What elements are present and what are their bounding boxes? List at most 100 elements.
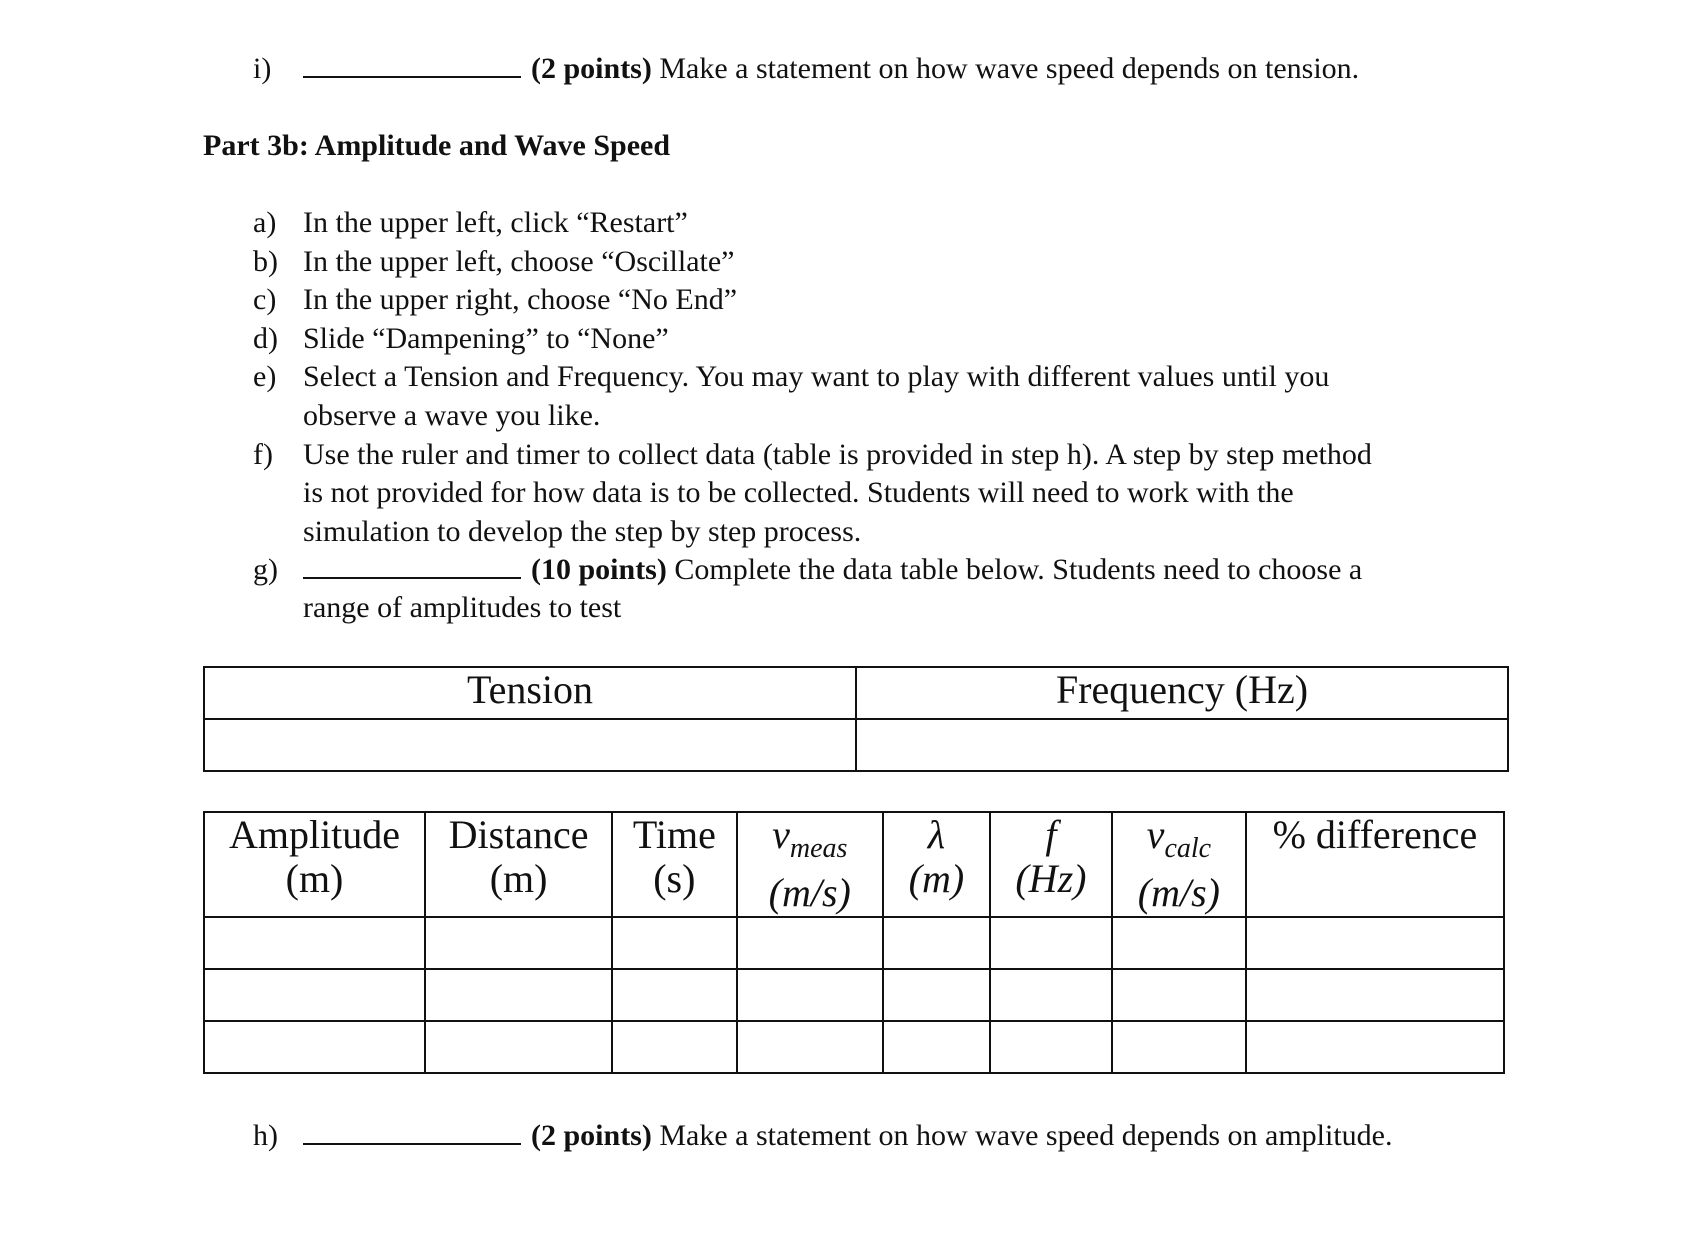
step-text: observe a wave you like.	[303, 399, 601, 432]
step-label: c)	[253, 283, 277, 317]
data-cell[interactable]	[881, 1020, 991, 1074]
data-cell[interactable]	[1110, 1020, 1247, 1074]
data-cell[interactable]	[881, 968, 991, 1022]
column-header: λ (m)	[881, 811, 991, 918]
step-text: Use the ruler and timer to collect data …	[303, 437, 1372, 471]
header-label: Distance	[448, 812, 589, 857]
step-label: e)	[253, 360, 277, 394]
table-row	[202, 916, 1506, 970]
data-cell[interactable]	[735, 916, 884, 970]
header-label: f	[1045, 812, 1057, 857]
data-cell[interactable]	[735, 968, 884, 1022]
header-label: Amplitude	[228, 812, 401, 857]
points: (10 points)	[531, 553, 667, 586]
header-label: Time	[632, 812, 716, 857]
data-cell[interactable]	[202, 1020, 427, 1074]
header-unit: (m/s)	[1137, 870, 1220, 915]
column-header: Time (s)	[611, 811, 738, 918]
header-label: v	[772, 812, 790, 857]
column-header: vmeas (m/s)	[735, 811, 884, 918]
data-cell[interactable]	[881, 916, 991, 970]
header-subscript: calc	[1164, 833, 1212, 864]
data-cell[interactable]	[202, 916, 427, 970]
step-text: Slide “Dampening” to “None”	[303, 321, 669, 355]
data-cell[interactable]	[735, 1020, 884, 1074]
question-text: Complete the data table below. Students …	[674, 553, 1363, 586]
step-item: a) In the upper left, click “Restart”	[0, 204, 1697, 242]
step-label: b)	[253, 244, 278, 278]
header-tension: Tension	[203, 666, 857, 720]
step-text: In the upper right, choose “No End”	[303, 283, 738, 317]
step-item: is not provided for how data is to be co…	[0, 474, 1697, 512]
data-cell[interactable]	[988, 1020, 1113, 1074]
data-cell[interactable]	[424, 968, 614, 1022]
data-cell[interactable]	[1110, 968, 1247, 1022]
column-header: Amplitude (m)	[202, 811, 427, 918]
step-text: is not provided for how data is to be co…	[303, 476, 1294, 510]
question-label: i)	[253, 52, 272, 85]
data-cell[interactable]	[988, 968, 1113, 1022]
part-heading: Part 3b: Amplitude and Wave Speed	[203, 129, 671, 162]
header-subscript: meas	[789, 833, 848, 864]
data-cell[interactable]	[611, 968, 738, 1022]
question-text: Make a statement on how wave speed depen…	[659, 52, 1360, 85]
header-unit: (m)	[285, 856, 344, 901]
data-cell[interactable]	[1110, 916, 1247, 970]
step-text: In the upper left, choose “Oscillate”	[303, 244, 735, 278]
column-header: f (Hz)	[988, 811, 1113, 918]
step-item: e) Select a Tension and Frequency. You ma…	[0, 358, 1697, 396]
data-cell[interactable]	[424, 916, 614, 970]
question-text: range of amplitudes to test	[303, 591, 622, 624]
data-cell[interactable]	[424, 1020, 614, 1074]
table-row	[202, 1020, 1506, 1074]
step-item: c) In the upper right, choose “No End”	[0, 281, 1697, 319]
step-label: f)	[253, 437, 273, 471]
step-text: In the upper left, click “Restart”	[303, 206, 688, 239]
cell-frequency[interactable]	[855, 718, 1509, 772]
step-item: simulation to develop the step by step p…	[0, 513, 1697, 551]
data-cell[interactable]	[611, 916, 738, 970]
data-cell[interactable]	[1244, 1020, 1506, 1074]
question-label: h)	[253, 1119, 278, 1152]
header-label: % difference	[1272, 812, 1478, 857]
data-cell[interactable]	[202, 968, 427, 1022]
answer-blank[interactable]	[303, 551, 521, 579]
step-text: Select a Tension and Frequency. You may …	[303, 360, 1330, 394]
tension-frequency-table: Tension Frequency (Hz)	[203, 666, 1509, 772]
step-item: b) In the upper left, choose “Oscillate”	[0, 243, 1697, 281]
step-label: a)	[253, 206, 277, 239]
points: (2 points)	[531, 52, 652, 85]
question-label: g)	[253, 553, 278, 586]
question-i: i) (2 points) Make a statement on how wa…	[0, 50, 1697, 88]
header-unit: (m)	[908, 856, 965, 901]
column-header: % difference	[1244, 811, 1506, 918]
points: (2 points)	[531, 1119, 652, 1152]
question-text: Make a statement on how wave speed depen…	[659, 1119, 1393, 1152]
column-header: Distance (m)	[424, 811, 614, 918]
answer-blank[interactable]	[303, 1117, 521, 1145]
table-row	[202, 968, 1506, 1022]
header-label: λ	[927, 812, 946, 857]
data-cell[interactable]	[988, 916, 1113, 970]
step-text: simulation to develop the step by step p…	[303, 514, 862, 548]
question-g-continued: range of amplitudes to test	[0, 589, 1697, 627]
question-g: g) (10 points) Complete the data table b…	[0, 551, 1697, 589]
cell-tension[interactable]	[203, 718, 857, 772]
column-header: vcalc (m/s)	[1110, 811, 1247, 918]
amplitude-data-table: Amplitude (m) Distance (m) Time (s) vmeas (m/s)…	[202, 811, 1506, 1074]
header-unit: (m/s)	[768, 870, 851, 915]
step-item: observe a wave you like.	[0, 397, 1697, 435]
data-cell[interactable]	[611, 1020, 738, 1074]
data-cell[interactable]	[1244, 916, 1506, 970]
answer-blank[interactable]	[303, 50, 521, 78]
question-h: h) (2 points) Make a statement on how wa…	[0, 1117, 1697, 1155]
header-unit: (Hz)	[1015, 856, 1087, 901]
step-item: d) Slide “Dampening” to “None”	[0, 320, 1697, 358]
header-label: v	[1146, 812, 1165, 857]
data-cell[interactable]	[1244, 968, 1506, 1022]
step-item: f) Use the ruler and timer to collect dat…	[0, 436, 1697, 474]
header-frequency: Frequency (Hz)	[855, 666, 1509, 720]
header-unit: (s)	[653, 856, 696, 901]
step-label: d)	[253, 321, 278, 355]
header-unit: (m)	[489, 856, 548, 901]
